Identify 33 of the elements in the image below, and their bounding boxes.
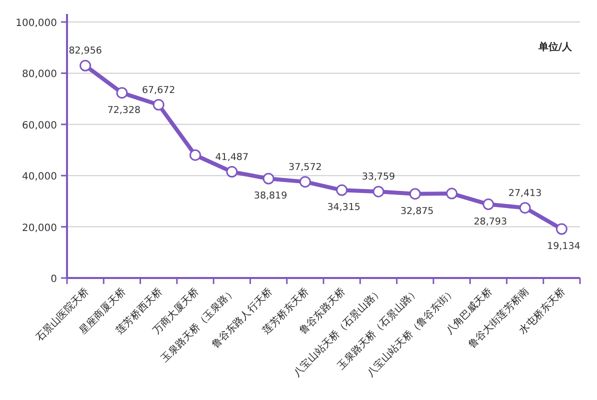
data-label: 33,759: [362, 172, 396, 183]
y-tick-label: 40,000: [22, 172, 57, 183]
y-tick-label: 0: [50, 274, 57, 285]
data-label: 67,672: [142, 84, 176, 96]
point: [446, 188, 458, 200]
y-tick-label: 20,000: [22, 222, 57, 234]
data-label: 72,328: [107, 104, 141, 116]
data-label: 19,134: [547, 241, 580, 252]
point: [482, 198, 494, 210]
point: [116, 87, 128, 99]
annotation: 单位/人: [537, 41, 573, 53]
point: [336, 184, 348, 196]
point: [190, 149, 201, 161]
data-label: 37,572: [288, 162, 322, 173]
point: [262, 172, 274, 184]
y-tick-label: 60,000: [22, 120, 57, 132]
point: [556, 223, 568, 235]
point: [226, 166, 238, 178]
point: [372, 186, 384, 198]
data-label: 28,793: [474, 216, 508, 228]
point: [299, 176, 311, 188]
data-label: 41,487: [215, 152, 249, 163]
data-label: 27,413: [508, 188, 542, 199]
data-label: 38,819: [254, 190, 288, 202]
point: [519, 202, 531, 214]
data-label: 32,875: [400, 206, 434, 217]
point: [152, 99, 164, 111]
point: [409, 188, 421, 200]
y-tick-label: 100,000: [16, 18, 57, 29]
point: [80, 60, 92, 72]
data-label: 34,315: [327, 202, 360, 214]
y-tick-label: 80,000: [22, 69, 57, 80]
data-label: 82,956: [68, 46, 102, 57]
